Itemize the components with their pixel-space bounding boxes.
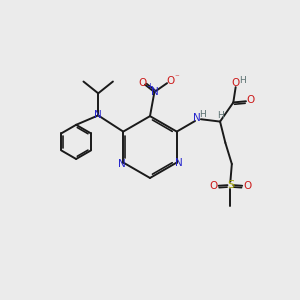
Text: O: O	[209, 181, 218, 191]
Text: ⁻: ⁻	[175, 74, 179, 82]
Text: N: N	[175, 158, 183, 167]
Text: O: O	[243, 181, 251, 191]
Text: H: H	[239, 76, 245, 85]
Text: H: H	[199, 110, 206, 119]
Text: N: N	[193, 113, 200, 123]
Text: N: N	[118, 159, 126, 169]
Text: O: O	[231, 78, 239, 88]
Text: O: O	[167, 76, 175, 86]
Text: N: N	[94, 110, 102, 120]
Text: +: +	[146, 82, 153, 91]
Text: O: O	[247, 95, 255, 105]
Text: S: S	[227, 180, 234, 190]
Text: H: H	[217, 111, 224, 120]
Text: N: N	[151, 87, 158, 97]
Text: O: O	[138, 78, 146, 88]
